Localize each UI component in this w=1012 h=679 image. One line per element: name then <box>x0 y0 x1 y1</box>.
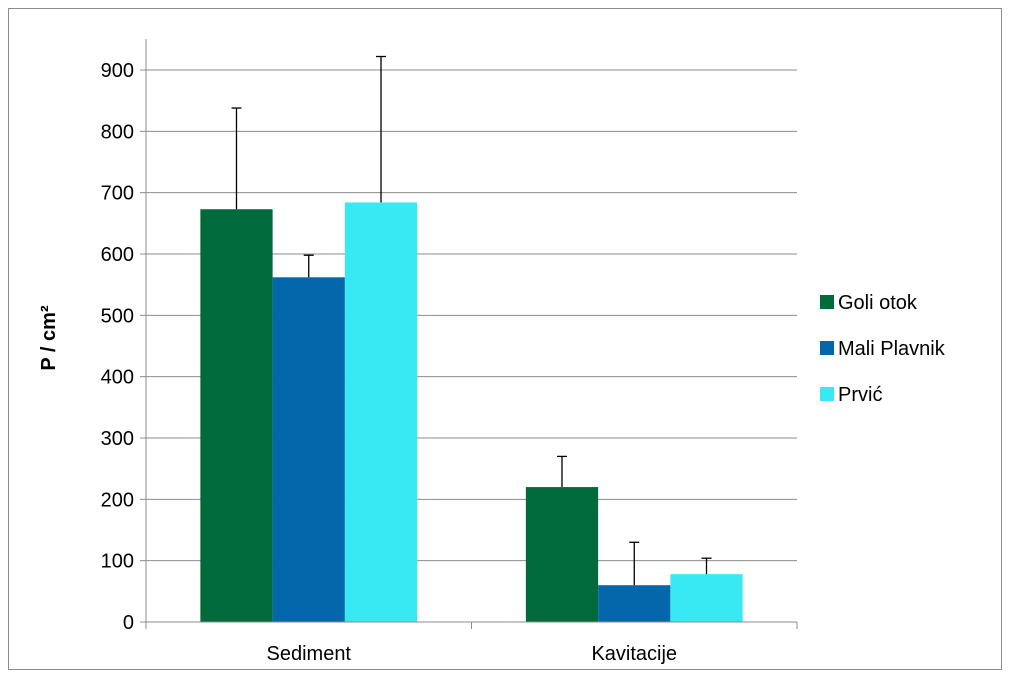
legend: Goli otok Mali Plavnik Prvić <box>820 292 946 406</box>
legend-label: Mali Plavnik <box>838 338 946 360</box>
y-tick-label: 500 <box>101 305 134 327</box>
bar-goli-otok <box>200 209 273 622</box>
y-tick-label: 200 <box>101 489 134 511</box>
x-tick-labels: Sediment Kavitacije <box>267 643 678 665</box>
bar-mali-plavnik <box>272 277 345 622</box>
bar-prvi- <box>670 574 743 622</box>
bar-mali-plavnik <box>598 585 671 622</box>
error-bars <box>231 55 712 586</box>
y-tick-label: 900 <box>101 60 134 82</box>
legend-swatch <box>820 387 834 401</box>
y-tick-label: 800 <box>101 121 134 143</box>
y-axis-title: P / cm² <box>38 305 60 371</box>
y-tick-label: 700 <box>101 183 134 205</box>
y-tick-label: 600 <box>101 244 134 266</box>
legend-label: Prvić <box>838 384 882 406</box>
axes <box>140 39 798 629</box>
chart-frame <box>8 8 1002 670</box>
y-tick-label: 100 <box>101 551 134 573</box>
bars <box>200 202 743 623</box>
y-tick-labels: 0 100 200 300 400 500 600 700 800 900 <box>101 60 134 634</box>
legend-swatch <box>820 341 834 355</box>
bar-prvi- <box>344 202 418 623</box>
legend-label: Goli otok <box>838 292 918 314</box>
y-tick-label: 0 <box>123 612 134 634</box>
y-tick-label: 400 <box>101 367 134 389</box>
legend-swatch <box>820 295 834 309</box>
x-tick-label: Sediment <box>267 643 352 665</box>
bar-goli-otok <box>525 487 599 622</box>
x-tick-label: Kavitacije <box>591 643 677 665</box>
y-tick-label: 300 <box>101 428 134 450</box>
